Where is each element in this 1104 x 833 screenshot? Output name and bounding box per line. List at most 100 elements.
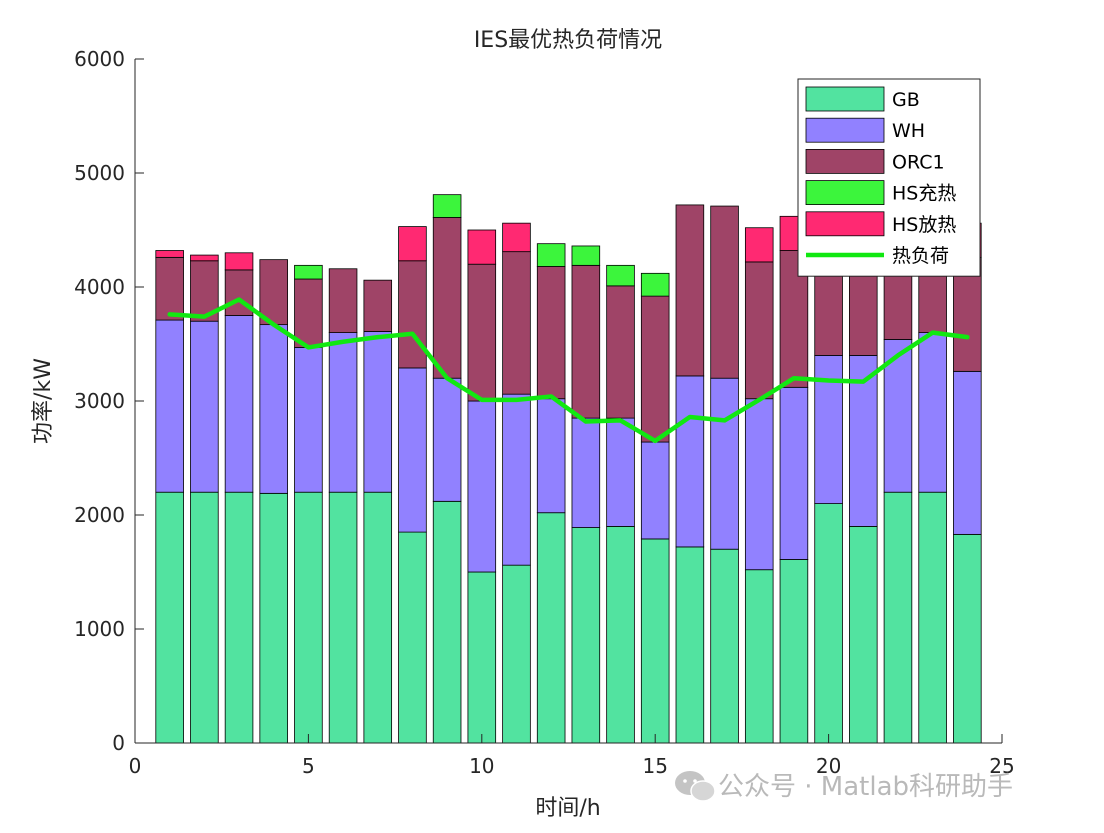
legend-label: WH — [892, 120, 925, 142]
legend-swatch — [805, 86, 885, 112]
bar-HS放热-3 — [224, 252, 254, 271]
bar-GB-10 — [467, 571, 497, 744]
bar-GB-22 — [883, 491, 913, 744]
bar-WH-9 — [432, 377, 462, 502]
bar-ORC1-18 — [744, 261, 774, 400]
bar-GB-1 — [155, 491, 184, 744]
bar-GB-24 — [953, 533, 982, 744]
y-tick-label: 6000 — [74, 47, 125, 71]
bar-WH-3 — [224, 315, 254, 493]
bar-ORC1-1 — [155, 256, 184, 321]
bar-GB-4 — [259, 492, 288, 744]
x-tick-label: 5 — [302, 754, 315, 778]
bar-ORC1-12 — [536, 266, 566, 400]
legend-label: HS放热 — [892, 214, 956, 236]
bar-GB-17 — [710, 548, 739, 744]
bar-ORC1-6 — [328, 268, 358, 334]
bar-WH-18 — [744, 398, 774, 571]
bar-GB-20 — [814, 503, 843, 744]
x-tick-label: 20 — [816, 754, 841, 778]
bar-ORC1-17 — [710, 205, 739, 379]
bar-HS充热-15 — [640, 272, 670, 297]
bar-HS充热-12 — [536, 243, 566, 267]
bar-WH-17 — [710, 377, 739, 550]
bar-WH-6 — [328, 332, 358, 493]
bar-HS充热-9 — [432, 194, 462, 218]
legend-label: 热负荷 — [892, 245, 949, 267]
bar-GB-11 — [502, 564, 531, 744]
legend-swatch — [805, 180, 885, 206]
bar-GB-15 — [640, 538, 670, 744]
bar-ORC1-9 — [432, 217, 462, 379]
bar-WH-14 — [606, 417, 635, 527]
bar-WH-10 — [467, 400, 497, 573]
bar-ORC1-11 — [502, 251, 531, 395]
legend-swatch — [805, 148, 885, 174]
bar-WH-13 — [571, 417, 601, 528]
bar-GB-23 — [918, 491, 947, 744]
bar-ORC1-5 — [294, 278, 323, 348]
bar-GB-14 — [606, 526, 635, 744]
x-axis-title: 时间/h — [535, 796, 600, 821]
bar-HS放热-11 — [502, 222, 531, 253]
y-ticks: 0 1000 2000 3000 4000 5000 6000 — [74, 47, 144, 755]
watermark: 公众号 · Matlab科研助手 — [675, 771, 1013, 802]
bar-WH-16 — [675, 375, 705, 548]
bar-WH-4 — [259, 324, 288, 494]
bar-GB-13 — [571, 527, 601, 744]
legend-label: GB — [892, 89, 920, 111]
y-tick-label: 1000 — [74, 617, 125, 641]
x-tick-label: 0 — [129, 754, 142, 778]
bar-WH-15 — [640, 441, 670, 540]
x-ticks: 0 5 10 15 20 25 — [129, 734, 1015, 778]
bar-GB-9 — [432, 500, 462, 744]
x-tick-label: 15 — [642, 754, 667, 778]
bar-WH-7 — [363, 331, 393, 493]
y-tick-label: 4000 — [74, 275, 125, 299]
bar-GB-19 — [779, 559, 809, 744]
bar-WH-8 — [398, 367, 427, 533]
bar-HS充热-13 — [571, 245, 601, 266]
bar-HS放热-18 — [744, 227, 774, 263]
bar-WH-5 — [294, 347, 323, 493]
y-tick-label: 2000 — [74, 503, 125, 527]
legend-label: HS充热 — [892, 183, 956, 205]
bar-WH-23 — [918, 332, 947, 493]
bar-GB-16 — [675, 546, 705, 744]
bar-HS放热-8 — [398, 226, 427, 262]
bar-ORC1-14 — [606, 285, 635, 419]
bar-ORC1-7 — [363, 279, 393, 332]
bar-ORC1-16 — [675, 204, 705, 377]
legend-swatch — [805, 211, 885, 237]
heat-load-line — [167, 297, 970, 444]
bar-HS放热-2 — [190, 254, 219, 262]
bar-WH-21 — [849, 354, 878, 527]
bars-layer — [155, 194, 982, 744]
bar-GB-3 — [224, 491, 254, 744]
bar-HS放热-10 — [467, 229, 497, 265]
bar-WH-2 — [190, 320, 219, 493]
axes: 0 5 10 15 20 25 0 1000 2000 3000 4000 5000 6000 — [74, 47, 1015, 778]
legend-box — [797, 78, 981, 277]
wechat-icon — [675, 771, 716, 802]
legend-swatch — [805, 117, 885, 143]
bar-GB-8 — [398, 531, 427, 744]
bar-ORC1-8 — [398, 260, 427, 369]
bar-WH-19 — [779, 386, 809, 560]
bar-GB-6 — [328, 491, 358, 744]
y-tick-label: 5000 — [74, 161, 125, 185]
x-tick-label: 10 — [469, 754, 494, 778]
bar-WH-12 — [536, 398, 566, 514]
bar-WH-11 — [502, 393, 531, 566]
bar-ORC1-10 — [467, 263, 497, 402]
bar-WH-24 — [953, 370, 982, 535]
bar-GB-2 — [190, 491, 219, 744]
x-tick-label: 25 — [989, 754, 1014, 778]
bar-WH-1 — [155, 319, 184, 493]
bar-HS充热-14 — [606, 264, 635, 287]
chart-title: IES最优热负荷情况 — [474, 28, 662, 53]
bar-ORC1-4 — [259, 259, 288, 326]
